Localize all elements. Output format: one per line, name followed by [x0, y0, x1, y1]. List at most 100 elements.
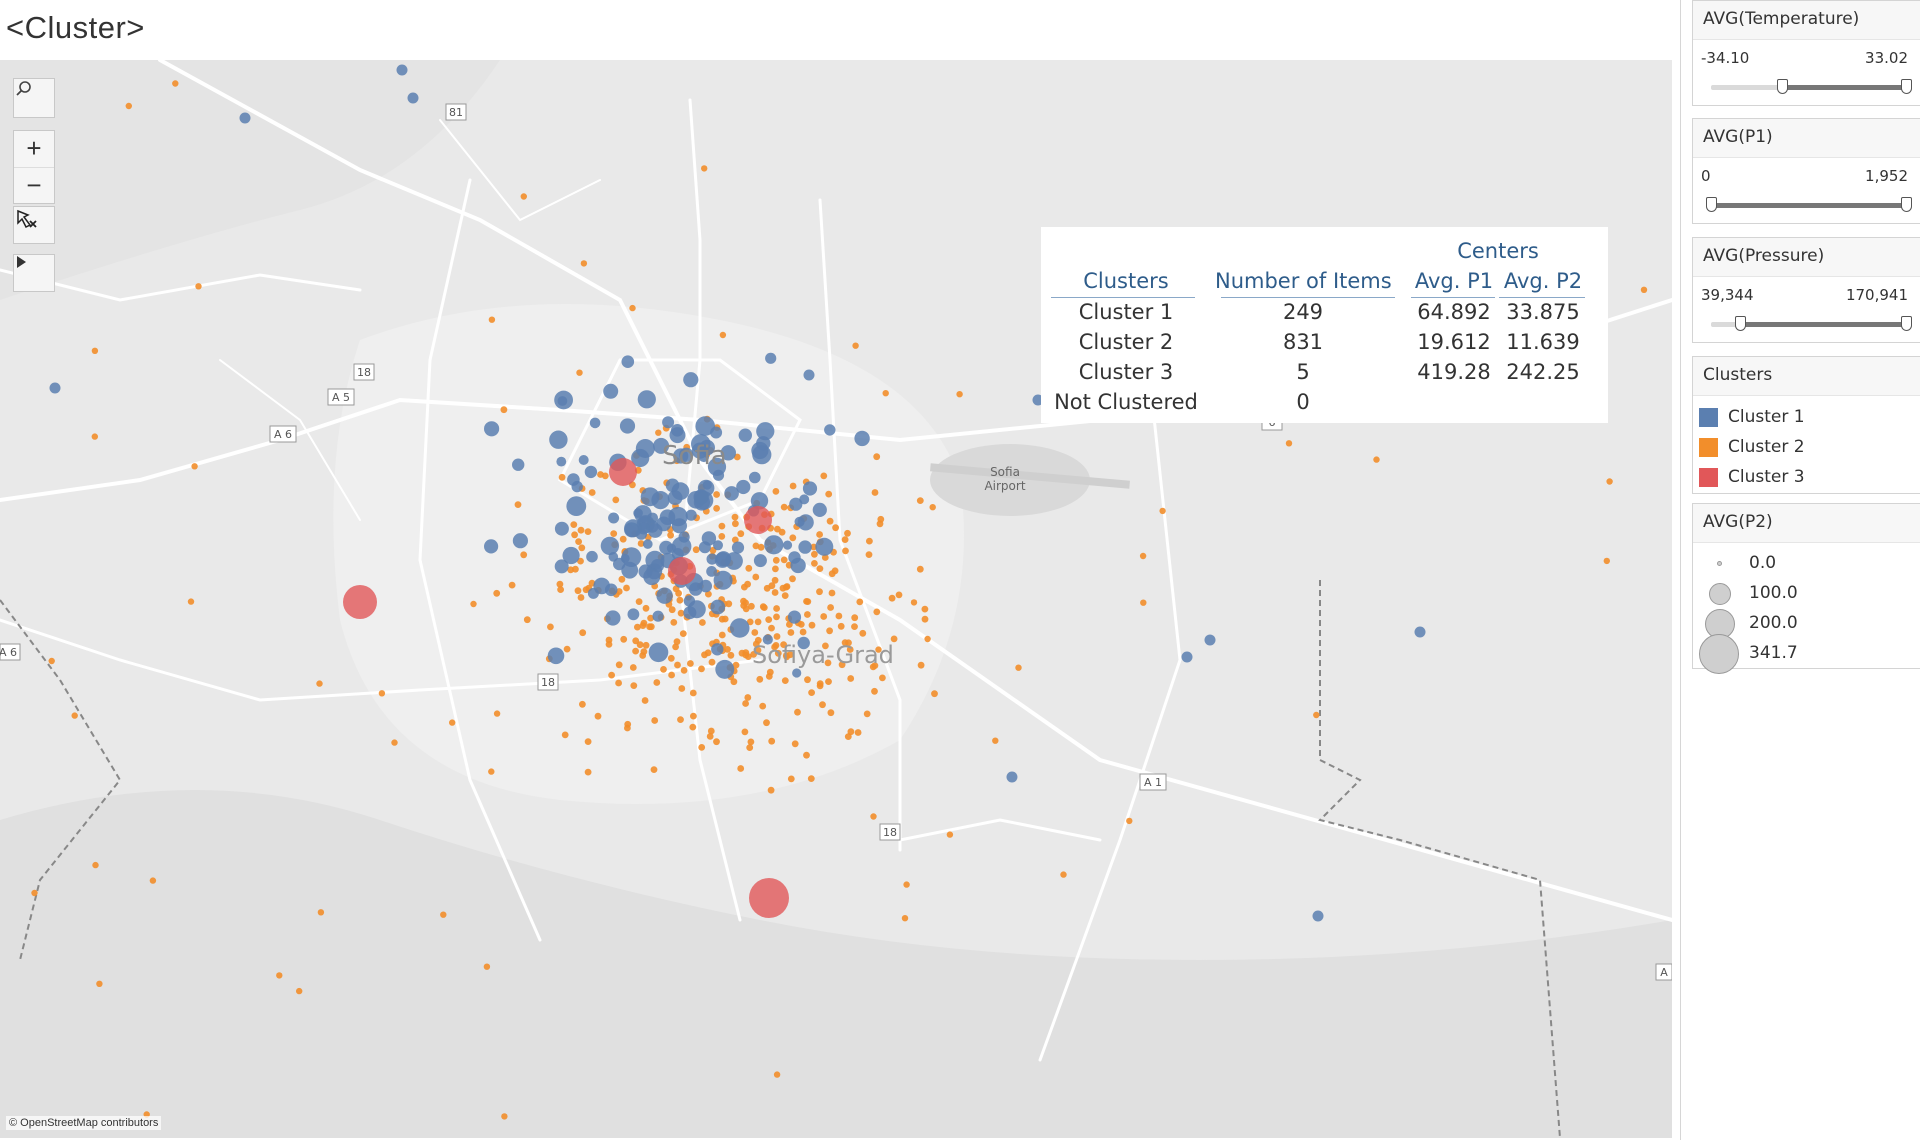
- cluster-2-point[interactable]: [615, 661, 623, 669]
- cluster-2-point[interactable]: [449, 719, 456, 726]
- cluster-2-point[interactable]: [741, 728, 749, 736]
- cluster-3-point[interactable]: [744, 506, 772, 534]
- cluster-2-point[interactable]: [759, 603, 767, 611]
- cluster-2-point[interactable]: [732, 661, 740, 669]
- cluster-2-point[interactable]: [819, 701, 826, 709]
- cluster-1-point[interactable]: [653, 437, 670, 454]
- cluster-2-point[interactable]: [1159, 507, 1166, 515]
- cluster-2-point[interactable]: [742, 651, 750, 659]
- cluster-2-point[interactable]: [440, 911, 447, 918]
- cluster-1-point[interactable]: [689, 582, 703, 596]
- cluster-2-point[interactable]: [674, 661, 681, 669]
- cluster-2-point[interactable]: [780, 556, 788, 564]
- cluster-2-point[interactable]: [804, 676, 811, 684]
- cluster-1-point[interactable]: [665, 478, 680, 493]
- cluster-2-point[interactable]: [871, 489, 879, 496]
- cluster-2-point[interactable]: [488, 768, 495, 775]
- cluster-1-point[interactable]: [627, 608, 640, 621]
- cluster-1-point[interactable]: [797, 636, 810, 650]
- cluster-2-point[interactable]: [803, 598, 810, 605]
- cluster-2-point[interactable]: [629, 664, 637, 671]
- cluster-1-point[interactable]: [608, 512, 620, 524]
- cluster-2-point[interactable]: [773, 633, 781, 640]
- cluster-2-point[interactable]: [789, 534, 797, 542]
- cluster-2-point[interactable]: [901, 915, 909, 922]
- cluster-2-point[interactable]: [825, 490, 833, 498]
- cluster-1-point[interactable]: [643, 568, 661, 586]
- cluster-1-point[interactable]: [671, 424, 684, 437]
- cluster-2-point[interactable]: [667, 654, 675, 662]
- cluster-2-point[interactable]: [820, 613, 828, 620]
- cluster-2-point[interactable]: [670, 619, 678, 626]
- cluster-1-point[interactable]: [652, 610, 664, 622]
- cluster-2-point[interactable]: [779, 584, 787, 592]
- cluster-1-point[interactable]: [396, 64, 408, 76]
- cluster-1-point[interactable]: [1032, 394, 1044, 406]
- cluster-2-point[interactable]: [660, 666, 667, 673]
- cluster-2-point[interactable]: [730, 678, 738, 686]
- cluster-2-point[interactable]: [556, 580, 564, 588]
- expand-toolbar-button[interactable]: [13, 254, 55, 292]
- cluster-2-point[interactable]: [721, 615, 729, 623]
- cluster-1-point[interactable]: [753, 554, 767, 568]
- cluster-2-point[interactable]: [870, 813, 877, 820]
- cluster-1-point[interactable]: [699, 579, 712, 593]
- cluster-2-point[interactable]: [91, 347, 99, 354]
- cluster-1-point[interactable]: [556, 456, 567, 467]
- cluster-2-point[interactable]: [772, 556, 780, 564]
- cluster-2-point[interactable]: [677, 716, 684, 723]
- cluster-2-point[interactable]: [768, 624, 775, 632]
- range-slider-handle-min[interactable]: [1735, 316, 1747, 331]
- cluster-2-point[interactable]: [875, 646, 882, 653]
- cluster-2-point[interactable]: [888, 594, 896, 602]
- cluster-2-point[interactable]: [727, 651, 735, 659]
- cluster-2-point[interactable]: [574, 587, 582, 595]
- cluster-1-point[interactable]: [710, 426, 723, 439]
- cluster-1-point[interactable]: [678, 531, 690, 543]
- legend-item-cluster-2[interactable]: Cluster 2: [1699, 435, 1805, 459]
- cluster-2-point[interactable]: [699, 619, 706, 626]
- cluster-2-point[interactable]: [742, 605, 750, 613]
- cluster-1-point[interactable]: [854, 430, 870, 447]
- cluster-2-point[interactable]: [689, 689, 697, 697]
- cluster-1-point[interactable]: [600, 536, 620, 556]
- cluster-2-point[interactable]: [677, 609, 685, 617]
- cluster-2-point[interactable]: [816, 588, 823, 596]
- cluster-2-point[interactable]: [748, 602, 755, 610]
- cluster-2-point[interactable]: [668, 606, 676, 614]
- range-slider-handle-min[interactable]: [1706, 197, 1717, 212]
- cluster-2-point[interactable]: [851, 623, 858, 630]
- cluster-2-point[interactable]: [48, 657, 55, 665]
- cluster-2-point[interactable]: [547, 623, 554, 631]
- map-view[interactable]: 81 18 A 5 A 6 6 18 18 A 1 A 6 A Sofia So…: [0, 60, 1672, 1138]
- cluster-2-point[interactable]: [752, 542, 760, 550]
- cluster-1-point[interactable]: [782, 540, 793, 550]
- cluster-2-point[interactable]: [754, 636, 762, 644]
- cluster-2-point[interactable]: [195, 283, 202, 290]
- cluster-2-point[interactable]: [746, 744, 754, 751]
- cluster-2-point[interactable]: [754, 646, 762, 654]
- cluster-1-point[interactable]: [713, 570, 733, 590]
- cluster-2-point[interactable]: [772, 488, 780, 495]
- cluster-2-point[interactable]: [632, 647, 639, 655]
- cluster-2-point[interactable]: [810, 543, 818, 551]
- cluster-2-point[interactable]: [572, 565, 579, 573]
- cluster-3-point[interactable]: [609, 458, 637, 486]
- cluster-1-point[interactable]: [711, 643, 724, 656]
- cluster-2-point[interactable]: [584, 528, 592, 535]
- cluster-2-point[interactable]: [826, 517, 834, 525]
- cluster-2-point[interactable]: [501, 1113, 508, 1120]
- cluster-2-point[interactable]: [650, 766, 658, 773]
- cluster-2-point[interactable]: [668, 671, 675, 679]
- cluster-2-point[interactable]: [708, 658, 716, 666]
- cluster-2-point[interactable]: [391, 739, 398, 746]
- cluster-1-point[interactable]: [668, 506, 688, 527]
- cluster-2-point[interactable]: [705, 590, 712, 598]
- cluster-2-point[interactable]: [910, 599, 918, 606]
- cluster-2-point[interactable]: [773, 1071, 781, 1078]
- cluster-2-point[interactable]: [577, 526, 585, 534]
- cluster-2-point[interactable]: [597, 471, 604, 478]
- cluster-2-point[interactable]: [786, 621, 793, 628]
- cluster-1-point[interactable]: [724, 486, 739, 501]
- cluster-2-point[interactable]: [731, 513, 739, 521]
